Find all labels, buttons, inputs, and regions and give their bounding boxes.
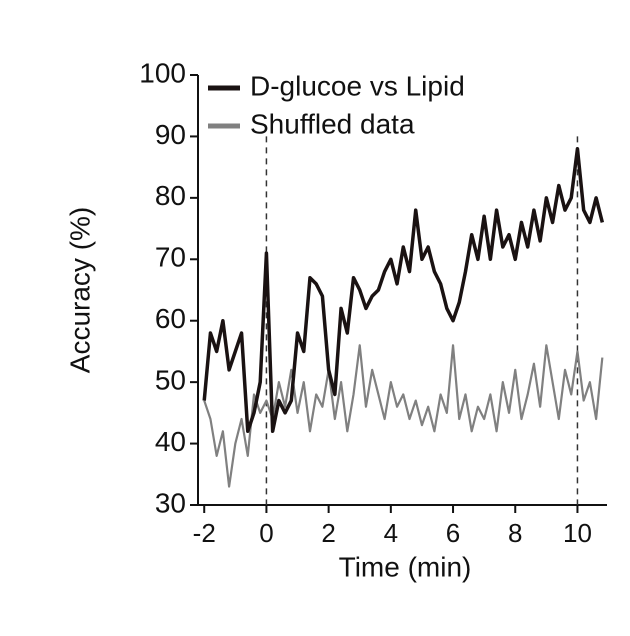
x-tick-label: 10 — [563, 518, 592, 548]
y-tick-label: 70 — [155, 242, 186, 273]
x-tick-label: 8 — [508, 518, 522, 548]
series-line — [203, 344, 604, 488]
legend-label: Shuffled data — [250, 108, 415, 139]
y-tick-label: 60 — [155, 303, 186, 334]
x-tick-label: 0 — [259, 518, 273, 548]
legend-label: D-glucoe vs Lipid — [250, 70, 465, 101]
y-tick-label: 80 — [155, 180, 186, 211]
series-line — [202, 146, 605, 434]
y-axis-title: Accuracy (%) — [64, 207, 95, 373]
x-tick-label: -2 — [193, 518, 216, 548]
y-tick-label: 50 — [155, 365, 186, 396]
y-tick-label: 90 — [155, 119, 186, 150]
y-tick-label: 40 — [155, 426, 186, 457]
x-tick-label: 6 — [446, 518, 460, 548]
y-tick-label: 30 — [155, 487, 186, 518]
x-tick-label: 4 — [384, 518, 398, 548]
x-tick-label: 2 — [321, 518, 335, 548]
x-axis-title: Time (min) — [339, 551, 472, 582]
y-tick-label: 100 — [139, 57, 186, 88]
